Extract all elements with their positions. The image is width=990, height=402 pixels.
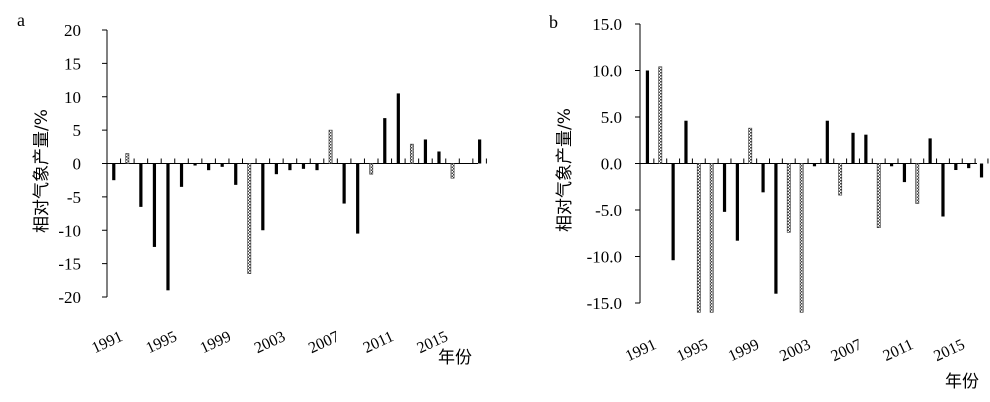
x-axis-title: 年份 [438, 348, 472, 368]
bar-2005 [301, 163, 306, 169]
y-tick-label: -5.0 [595, 201, 622, 220]
y-tick-label: -5 [67, 188, 81, 207]
bar-1993 [671, 163, 675, 261]
y-tick-label: 10.0 [592, 62, 622, 81]
bar-1996 [179, 163, 184, 187]
bar-2001 [774, 163, 778, 294]
bar-2014 [941, 163, 945, 217]
bar-1994 [684, 120, 688, 164]
bar-2004 [288, 163, 292, 171]
bar-2017 [979, 163, 984, 178]
bar-1999 [220, 163, 224, 167]
bar-2012 [396, 93, 400, 164]
x-tick-label: 1991 [623, 336, 659, 365]
bar-2015 [437, 151, 441, 164]
y-tick-label: 15 [64, 54, 81, 73]
panel-label: a [17, 10, 25, 30]
bar-2009 [876, 163, 881, 228]
x-tick-label: 2011 [361, 328, 397, 357]
x-tick-label: 2007 [829, 336, 865, 365]
x-tick-label: 1995 [674, 336, 710, 365]
bar-2016 [967, 163, 971, 169]
bar-2002 [786, 163, 791, 233]
bar-2010 [889, 163, 894, 167]
x-tick-label: 2011 [880, 336, 916, 365]
bar-1993 [139, 163, 143, 207]
bar-2007 [328, 129, 333, 164]
bar-2008 [342, 163, 346, 204]
y-tick-label: -10.0 [587, 248, 622, 267]
bar-2015 [954, 163, 958, 171]
bar-2006 [838, 163, 843, 196]
bar-2001 [247, 163, 252, 274]
bar-2004 [812, 163, 817, 167]
bar-1998 [207, 163, 211, 171]
bar-1997 [193, 163, 197, 166]
bar-1999 [748, 127, 753, 164]
y-tick-label: 15.0 [592, 15, 622, 34]
x-tick-label: 1995 [143, 328, 179, 357]
bar-2013 [409, 143, 414, 164]
y-tick-label: -15.0 [587, 294, 622, 313]
bar-2002 [261, 163, 265, 231]
x-tick-label: 2007 [306, 328, 342, 357]
bar-1995 [696, 163, 701, 313]
y-tick-label: 0 [73, 155, 82, 174]
x-tick-label: 1991 [89, 328, 125, 357]
y-tick-label: 5.0 [601, 108, 622, 127]
bar-2000 [761, 163, 765, 193]
bar-1991 [645, 70, 650, 164]
bar-2013 [928, 138, 932, 164]
bar-2003 [799, 163, 804, 313]
bar-2010 [369, 163, 374, 175]
bar-2009 [356, 163, 360, 234]
bar-2018 [478, 139, 482, 164]
bar-2003 [274, 163, 278, 175]
bar-2014 [423, 139, 428, 164]
bar-2012 [915, 163, 920, 204]
y-axis-title: 相对气象产量/% [32, 109, 52, 233]
bar-1996 [709, 163, 714, 313]
chart-panel-a: -20 -15 -10 -5 0 5 10 15 20 1991 1995 1999 2003 2007 2… [17, 10, 487, 368]
bar-2008 [864, 134, 868, 164]
bar-2005 [825, 120, 829, 164]
bar-1992 [125, 153, 130, 164]
bar-1994 [152, 163, 157, 247]
x-axis-title: 年份 [945, 372, 979, 392]
bar-2006 [315, 163, 319, 171]
bar-2016 [450, 163, 455, 179]
bar-1998 [735, 163, 739, 241]
bar-1997 [722, 163, 727, 212]
bar-2011 [902, 163, 907, 183]
y-tick-label: 5 [73, 121, 82, 140]
y-tick-label: 10 [64, 88, 81, 107]
bar-1992 [658, 66, 663, 164]
y-tick-label: -10 [58, 221, 81, 240]
bar-2007 [851, 132, 855, 164]
bar-2011 [383, 118, 387, 164]
y-tick-label: 20 [64, 21, 81, 40]
y-tick-label: 0.0 [601, 155, 622, 174]
panel-label: b [549, 12, 558, 32]
bar-1991 [112, 163, 116, 181]
x-tick-label: 2015 [931, 336, 967, 365]
x-tick-label: 2003 [777, 336, 813, 365]
y-axis-title: 相对气象产量/% [555, 108, 575, 232]
bar-2000 [234, 163, 238, 185]
bar-1995 [166, 163, 170, 291]
chart-panel-b: -15.0 -10.0 -5.0 0.0 5.0 10.0 15.0 1991 1995 1999… [549, 12, 989, 392]
x-tick-label: 1999 [198, 328, 234, 357]
y-tick-label: -15 [58, 255, 81, 274]
x-tick-label: 1999 [726, 336, 762, 365]
x-tick-label: 2003 [252, 328, 288, 357]
y-tick-label: -20 [58, 288, 81, 307]
